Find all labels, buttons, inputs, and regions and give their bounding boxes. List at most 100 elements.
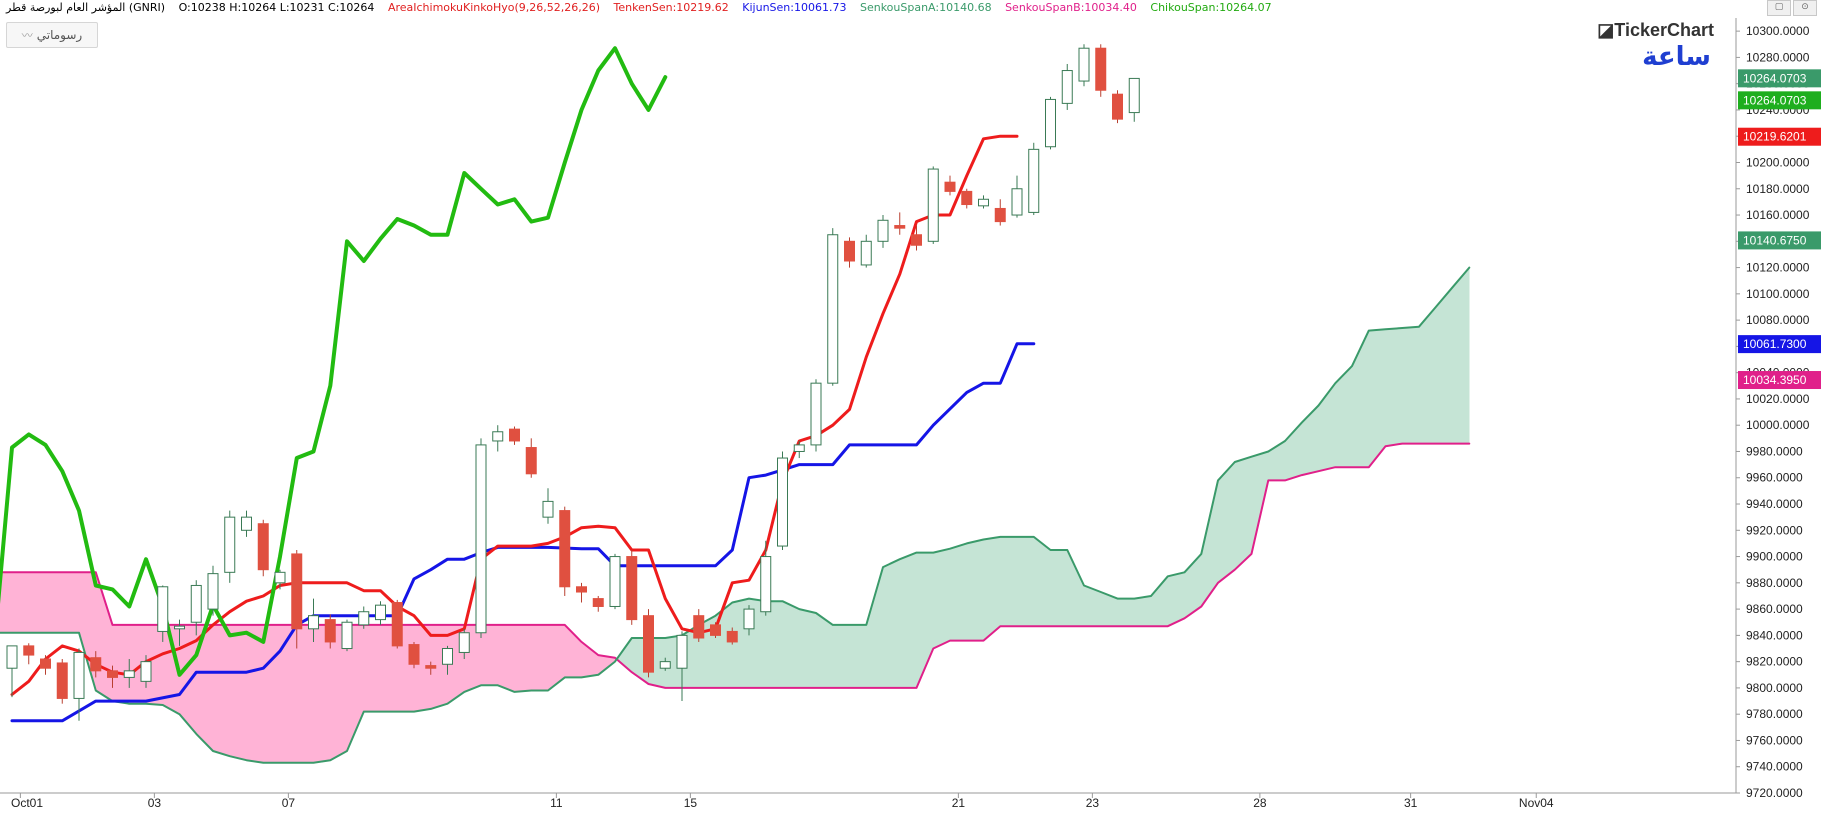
candle-body [760, 556, 772, 613]
candle [659, 657, 671, 671]
chart-header: المؤشر العام لبورصة قطر (GNRI) O:10238 H… [6, 1, 1282, 14]
cloud-segment [212, 624, 230, 757]
candlestick-series [6, 44, 1140, 721]
candle-body [224, 516, 236, 573]
close-icon[interactable]: ⊙ [1793, 0, 1817, 16]
cloud-segment [497, 624, 515, 693]
cloud-segment [966, 539, 984, 641]
candle-body [944, 181, 956, 192]
candle-body [23, 645, 35, 656]
candle [1078, 44, 1090, 87]
candle [442, 645, 453, 675]
price-tag-box [1738, 371, 1821, 390]
price-tag-box [1738, 335, 1821, 354]
y-tick-label: 10120.0000 [1746, 261, 1810, 275]
price-tags: 10264.0703 10264.0703 10219.6201 10140.6750… [1738, 69, 1821, 390]
candle [559, 506, 571, 596]
candle-body [1011, 188, 1023, 216]
cloud-segment [1368, 329, 1386, 468]
candle-body [542, 500, 554, 518]
candle-body [978, 198, 989, 207]
restore-icon[interactable]: ▢ [1767, 0, 1791, 16]
candle-body [793, 444, 805, 452]
y-tick-label: 9760.0000 [1746, 733, 1803, 747]
candle [760, 540, 772, 616]
candle [777, 451, 788, 550]
cloud-segment [1435, 286, 1453, 444]
candle [458, 628, 470, 660]
candle [241, 510, 252, 537]
cloud-segment [1000, 536, 1018, 627]
candle-body [1112, 93, 1123, 120]
x-tick-label: 07 [282, 796, 296, 810]
candle [23, 643, 35, 665]
candle-body [559, 510, 571, 588]
candle [73, 648, 85, 721]
candle [793, 440, 805, 459]
kijun-readout: KijunSen:10061.73 [742, 1, 847, 14]
candle [123, 659, 135, 688]
cloud-segment [1050, 549, 1068, 627]
y-tick-label: 9920.0000 [1746, 523, 1803, 537]
candle [425, 661, 437, 675]
candle-body [341, 621, 353, 650]
candle [810, 379, 822, 452]
cloud-segment [1117, 598, 1135, 627]
x-tick-label: 11 [550, 796, 563, 810]
cloud-segment [28, 572, 46, 633]
y-tick-label: 10100.0000 [1746, 287, 1810, 301]
price-tag-label: 10264.0703 [1743, 93, 1807, 107]
y-tick-label: 9780.0000 [1746, 707, 1803, 721]
price-tag: 10061.7300 [1738, 335, 1821, 354]
candle-body [408, 644, 420, 665]
price-tag: 10034.3950 [1738, 371, 1821, 390]
candle [509, 426, 520, 445]
cloud-segment [480, 624, 498, 686]
y-tick-label: 9840.0000 [1746, 628, 1803, 642]
candle-body [525, 447, 537, 475]
candle [324, 614, 336, 649]
cloud-segment [1167, 572, 1185, 627]
brand-mark-icon: ◪ [1597, 20, 1615, 40]
candle-body [1078, 47, 1090, 82]
chikou-span-line [0, 46, 668, 677]
y-tick-label: 10200.0000 [1746, 155, 1810, 169]
candle-body [358, 611, 370, 626]
candle [693, 609, 705, 642]
price-tag-box [1738, 91, 1821, 110]
candle [1061, 63, 1073, 110]
my-drawings-button[interactable]: 〰 رسوماتي [6, 22, 98, 48]
tenkan-readout: TenkenSen:10219.62 [613, 1, 729, 14]
y-tick-label: 9980.0000 [1746, 444, 1803, 458]
cloud-segment [246, 624, 264, 764]
y-tick-label: 9940.0000 [1746, 497, 1803, 511]
candle [1028, 142, 1040, 216]
indicator-name[interactable]: AreaIchimokuKinkoHyo(9,26,52,26,26) [387, 1, 601, 14]
candle-body [207, 573, 219, 610]
candle [207, 565, 219, 616]
cloud-segment [715, 602, 733, 689]
cloud-segment [296, 624, 314, 764]
candle [743, 605, 755, 636]
price-tag-label: 10034.3950 [1743, 373, 1807, 387]
cloud-segment [263, 624, 281, 764]
cloud-segment [1016, 536, 1034, 627]
x-tick-label: 23 [1086, 796, 1100, 810]
x-tick-label: 21 [952, 796, 966, 810]
drawing-line-icon: 〰 [21, 29, 33, 42]
price-tag: 10264.0703 [1738, 91, 1821, 110]
candle-body [1128, 77, 1140, 114]
candle-body [827, 234, 839, 384]
candle [894, 212, 906, 235]
candle-body [241, 516, 252, 531]
candle [961, 188, 973, 209]
candle [475, 438, 487, 638]
candle-body [6, 645, 18, 669]
price-tag: 10264.0703 [1738, 69, 1821, 88]
candle-body [676, 634, 688, 669]
cloud-segment [1318, 382, 1336, 472]
cloud-segment [1385, 327, 1403, 447]
tenkan-sen-line [10, 134, 1019, 696]
cloud-segment [1418, 306, 1436, 444]
